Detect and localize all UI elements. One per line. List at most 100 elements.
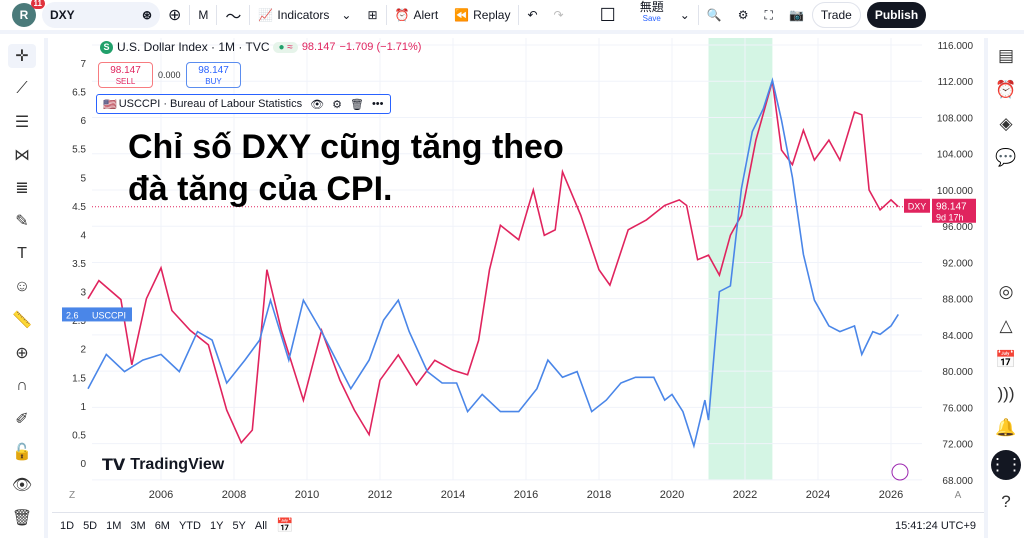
dxy-price-label: 98.147 [936,202,967,213]
help-icon[interactable]: ? [1001,492,1011,511]
brush-icon[interactable]: ✎ [15,213,29,230]
x-tick-label: 2008 [222,489,246,501]
pattern-icon[interactable]: ⋈ [14,147,30,164]
interval-button[interactable]: M [198,8,209,22]
redo-icon: ↷ [553,8,564,22]
calendar-icon[interactable]: 📅 [995,350,1017,369]
layout-menu-button[interactable]: ⌄ [672,2,698,28]
indicator-legend[interactable]: 🇺🇸 USCCPI · Bureau of Labour Statistics … [96,94,391,114]
date-range-icon[interactable]: 📅 [276,517,294,533]
layout-name[interactable]: 無題 Save [639,0,664,23]
drawing-toolbar: ✛ ⟋ ☰ ⋈ ≣ ✎ T ☺ 📏 ⊕ ∩ ✐ 🔓 👁 🗑 [0,38,48,538]
z-button: Z [69,490,75,501]
right-axis-label: 108.000 [937,113,974,124]
trade-button[interactable]: Trade [811,2,861,28]
right-axis-label: 68.000 [942,476,973,487]
alarm-clock-icon[interactable]: ⏰ [995,80,1017,99]
camera-icon: 📷 [788,8,804,22]
last-price: 98.147 [301,41,336,53]
zoom-in-icon[interactable]: ⊕ [15,345,29,362]
right-axis-label: 104.000 [937,150,974,161]
cpi-tag-bg [62,307,132,322]
fib-icon[interactable]: ≣ [15,180,29,197]
magnet-icon[interactable]: ∩ [16,377,28,394]
tradingview-logo[interactable]: 𝗧𝗩 TradingView [102,456,225,474]
range-1y[interactable]: 1Y [209,519,224,532]
dxy-tag: DXY [908,202,927,212]
watchlist-icon[interactable]: ⊛ [141,8,152,22]
settings-icon[interactable]: ⚙ [332,98,342,111]
eye-icon[interactable]: 👁 [310,98,325,111]
redo-button[interactable]: ↷ [546,2,572,28]
annotation-text[interactable]: Chỉ số DXY cũng tăng theo đà tăng của CPI… [128,128,564,208]
square-icon: ☐ [599,4,616,25]
left-axis-label: 5 [80,173,86,184]
tv-logo-icon: 𝗧𝗩 [102,457,126,474]
avatar[interactable]: R 11 [12,0,45,27]
templates-button[interactable]: ⊞ [359,2,385,28]
fullscreen-button[interactable]: ⛶ [757,2,781,28]
range-1d[interactable]: 1D [60,519,75,532]
bell-icon[interactable]: 🔔 [995,418,1017,437]
divider [385,5,387,25]
alert-button[interactable]: ⏰ Alert [394,8,439,22]
divider [697,5,699,25]
indicators-button[interactable]: 📈 Indicators ⌄ [258,8,352,22]
right-axis-label: 116.000 [938,41,974,52]
sell-button[interactable]: 98.147 SELL [98,62,153,88]
ideas-icon[interactable]: △ [999,316,1013,335]
range-ytd[interactable]: YTD [178,519,201,532]
symbol-search[interactable]: DXY ⊛ [42,2,160,28]
eye-icon[interactable]: 👁 [11,477,33,494]
buy-button[interactable]: 98.147 BUY [186,62,241,88]
more-icon[interactable]: ••• [371,98,384,110]
symbol-title: U.S. Dollar Index · 1M · TVC [117,40,270,54]
publish-button[interactable]: Publish [866,2,927,28]
layout-button[interactable]: ☐ [592,2,624,28]
undo-button[interactable]: ↶ [519,2,545,28]
x-tick-label: 2016 [514,489,538,501]
range-5d[interactable]: 5D [83,519,98,532]
market-status[interactable]: ● ≈ [273,41,298,53]
right-toolbar: ▤ ⏰ ◈ 💬 ◎ △ 📅 ))) 🔔 ⋮⋮ ? [984,38,1024,538]
snapshot-button[interactable]: 📷 [781,2,812,28]
cpi-value-label: 2.6 [66,310,79,320]
alarm-icon: ⏰ [394,8,410,22]
chart-type-button[interactable]: 〜 [217,2,249,28]
ruler-icon[interactable]: 📏 [12,312,32,329]
range-5y[interactable]: 5Y [232,519,246,532]
left-axis-label: 1.5 [72,373,86,384]
lock-drawing-icon[interactable]: ✐ [15,411,29,428]
apps-icon[interactable]: ⋮⋮ [989,450,1023,480]
target-icon[interactable]: ◎ [998,282,1014,301]
stream-icon[interactable]: ))) [997,384,1015,403]
range-all[interactable]: All [254,519,268,532]
range-1m[interactable]: 1M [106,519,122,532]
clock[interactable]: 15:41:24 UTC+9 [894,519,976,532]
range-6m[interactable]: 6M [154,519,170,532]
compare-button[interactable]: ⊕ [160,2,189,28]
trend-line-icon[interactable]: ⟋ [16,80,28,97]
text-icon[interactable]: T [17,245,27,262]
quick-search-button[interactable]: 🔍 [699,2,730,28]
trash-icon[interactable]: 🗑 [349,98,364,111]
horizontal-lines-icon[interactable]: ☰ [14,114,30,131]
x-tick-label: 2026 [879,489,903,501]
chat-icon[interactable]: 💬 [995,148,1017,167]
range-3m[interactable]: 3M [130,519,146,532]
source-badge-icon: S [100,40,113,54]
watchlist-icon[interactable]: ▤ [997,46,1015,65]
layers-icon[interactable]: ◈ [999,114,1013,133]
crosshair-icon[interactable]: ✛ [8,44,36,68]
lock-icon[interactable]: 🔓 [12,444,32,461]
divider [518,5,520,25]
emoji-icon[interactable]: ☺ [13,278,31,295]
divider [216,5,218,25]
x-tick-label: 2018 [587,489,611,501]
trash-icon[interactable]: 🗑 [11,510,33,527]
replay-button[interactable]: ⏪ Replay [454,8,511,22]
chevron-down-icon[interactable]: ⌄ [341,8,352,22]
series-line-dxy [87,80,899,445]
settings-button[interactable]: ⚙ [730,2,757,28]
spread: 0.000 [158,70,181,80]
